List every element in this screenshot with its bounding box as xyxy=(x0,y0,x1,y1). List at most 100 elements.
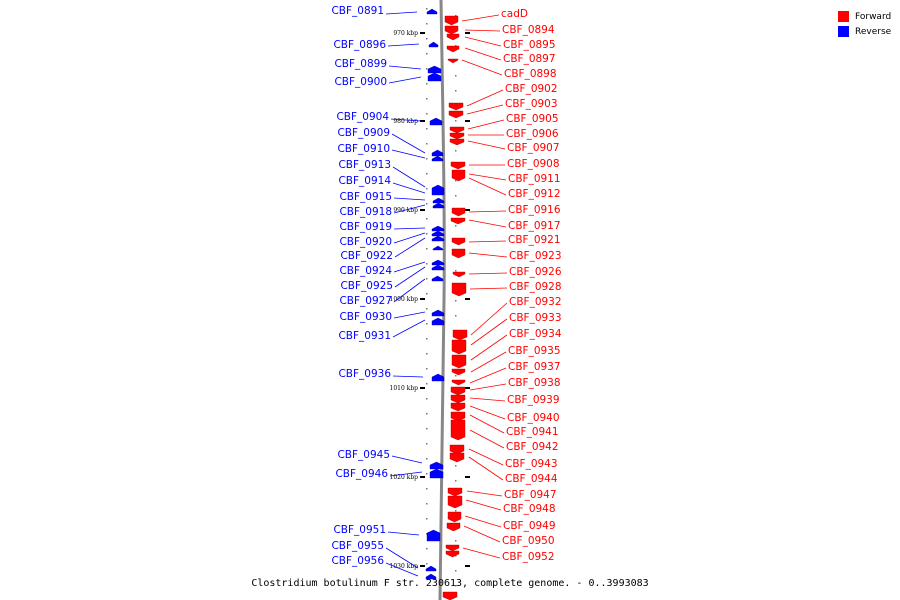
reverse-gene-label: CBF_0891 xyxy=(331,5,384,17)
strand-dot xyxy=(426,173,428,175)
strand-dot xyxy=(455,45,457,47)
reverse-leader-line xyxy=(385,547,419,569)
reverse-leader-line xyxy=(394,266,426,288)
forward-gene-label: CBF_0905 xyxy=(506,113,559,125)
forward-gene-label: CBF_0903 xyxy=(505,98,558,110)
strand-dot xyxy=(426,23,428,25)
forward-feature xyxy=(448,102,464,111)
tick-right-mark xyxy=(465,209,470,211)
strand-dot xyxy=(455,555,457,557)
reverse-feature xyxy=(431,230,445,237)
forward-leader-line xyxy=(464,29,501,32)
forward-feature xyxy=(449,444,465,455)
forward-gene-label: CBF_0898 xyxy=(504,68,557,80)
reverse-feature xyxy=(431,149,444,157)
reverse-gene-label: CBF_0913 xyxy=(338,159,391,171)
tick-right-mark xyxy=(465,32,470,34)
reverse-gene-label: CBF_0900 xyxy=(334,76,387,88)
reverse-gene-label: CBF_0914 xyxy=(338,175,391,187)
strand-dot xyxy=(426,293,428,295)
reverse-feature xyxy=(425,565,437,572)
tick-left-mark xyxy=(420,565,425,567)
forward-leader-line xyxy=(469,414,505,434)
reverse-gene-label: CBF_0930 xyxy=(339,311,392,323)
forward-leader-line xyxy=(464,515,502,528)
strand-dot xyxy=(455,195,457,197)
forward-feature xyxy=(449,126,465,134)
forward-feature xyxy=(444,15,459,26)
forward-gene-label: CBF_0894 xyxy=(502,24,555,36)
forward-gene-label: CBF_0934 xyxy=(509,328,562,340)
forward-gene-label: CBF_0937 xyxy=(508,361,561,373)
forward-feature xyxy=(451,368,466,376)
tick-label: 1020 kbp xyxy=(390,474,419,481)
reverse-feature xyxy=(431,184,445,196)
reverse-gene-label: CBF_0920 xyxy=(339,236,392,248)
strand-dot xyxy=(455,270,457,272)
forward-gene-label: CBF_0911 xyxy=(508,173,561,185)
strand-dot xyxy=(426,8,428,10)
reverse-feature xyxy=(429,117,443,126)
forward-leader-line xyxy=(464,47,502,61)
tick-label: 970 kbp xyxy=(393,30,418,37)
forward-feature xyxy=(450,217,466,225)
forward-gene-label: CBF_0948 xyxy=(503,503,556,515)
reverse-feature xyxy=(431,259,445,266)
strand-dot xyxy=(426,548,428,550)
strand-dot xyxy=(426,263,428,265)
reverse-gene-label: CBF_0955 xyxy=(331,540,384,552)
reverse-leader-line xyxy=(394,237,426,258)
forward-feature xyxy=(446,33,460,41)
reverse-leader-line xyxy=(388,65,422,70)
reverse-gene-label: CBF_0915 xyxy=(339,191,392,203)
strand-dot xyxy=(426,533,428,535)
strand-dot xyxy=(455,15,457,17)
strand-dot xyxy=(455,570,457,572)
forward-feature xyxy=(447,58,459,64)
forward-feature xyxy=(449,138,465,146)
forward-gene-label: CBF_0932 xyxy=(509,296,562,308)
forward-gene-label: CBF_0906 xyxy=(506,128,559,140)
forward-leader-line xyxy=(464,36,502,47)
reverse-feature xyxy=(431,309,445,317)
strand-dot xyxy=(426,323,428,325)
forward-leader-line xyxy=(466,104,504,115)
forward-feature xyxy=(451,169,466,182)
reverse-leader-line xyxy=(392,319,426,338)
reverse-feature xyxy=(432,202,445,209)
reverse-gene-label: CBF_0945 xyxy=(337,449,390,461)
strand-dot xyxy=(426,233,428,235)
strand-dot xyxy=(426,128,428,130)
forward-feature xyxy=(449,132,465,140)
legend-reverse: Reverse xyxy=(838,24,891,39)
forward-feature xyxy=(451,282,467,297)
forward-gene-label: CBF_0923 xyxy=(509,250,562,262)
strand-dot xyxy=(426,368,428,370)
reverse-gene-label: CBF_0909 xyxy=(337,127,390,139)
forward-feature xyxy=(452,329,468,341)
reverse-feature xyxy=(431,275,444,282)
reverse-feature xyxy=(427,65,442,74)
strand-dot xyxy=(455,510,457,512)
forward-feature xyxy=(450,394,466,404)
reverse-gene-label: CBF_0931 xyxy=(338,330,391,342)
forward-gene-label: CBF_0908 xyxy=(507,158,560,170)
reverse-feature xyxy=(431,225,445,232)
tick-left-mark xyxy=(420,387,425,389)
forward-gene-label: CBF_0933 xyxy=(509,312,562,324)
strand-dot xyxy=(426,488,428,490)
forward-feature xyxy=(446,522,461,532)
reverse-feature xyxy=(431,155,444,162)
reverse-leader-line xyxy=(393,227,426,230)
reverse-feature xyxy=(431,373,445,382)
forward-leader-line xyxy=(470,334,508,361)
forward-gene-label: CBF_0902 xyxy=(505,83,558,95)
strand-dot xyxy=(426,518,428,520)
forward-leader-line xyxy=(469,383,507,391)
strand-dot xyxy=(455,585,457,587)
strand-dot xyxy=(426,338,428,340)
reverse-leader-line xyxy=(392,375,424,378)
reverse-leader-line xyxy=(393,197,426,201)
forward-leader-line xyxy=(468,177,507,196)
forward-leader-line xyxy=(461,59,503,76)
